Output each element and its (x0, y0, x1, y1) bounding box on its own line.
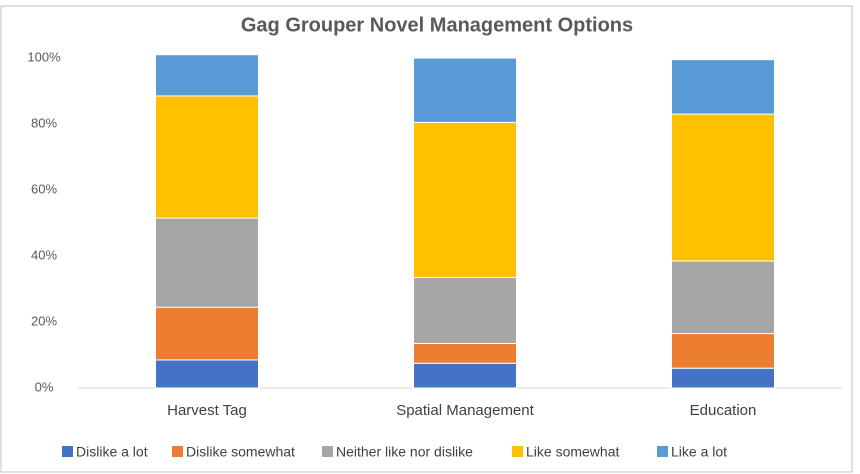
legend-swatch (322, 446, 333, 457)
bar-segment (413, 362, 517, 389)
x-tick-label: Harvest Tag (167, 402, 247, 419)
bar-segment (155, 359, 259, 389)
y-tick-label: 20% (31, 313, 57, 328)
y-tick-label: 0% (35, 379, 54, 394)
legend-label: Dislike a lot (76, 444, 148, 460)
legend-swatch (172, 446, 183, 457)
bar-segment (671, 59, 775, 115)
chart-title: Gag Grouper Novel Management Options (241, 14, 633, 36)
legend-label: Dislike somewhat (186, 444, 295, 460)
bar-segment (671, 367, 775, 389)
y-tick-label: 100% (27, 49, 61, 64)
bar-segment (413, 121, 517, 278)
legend-swatch (512, 446, 523, 457)
legend-label: Neither like nor dislike (336, 444, 473, 460)
bar-segment (155, 54, 259, 97)
bar-segment (671, 333, 775, 369)
bar-segment (155, 95, 259, 219)
bar-segment (671, 260, 775, 335)
bar-segment (413, 342, 517, 364)
legend-swatch (62, 446, 73, 457)
legend-label: Like a lot (671, 444, 727, 460)
legend-label: Like somewhat (526, 444, 619, 460)
legend-swatch (657, 446, 668, 457)
bar-segment (155, 217, 259, 308)
bar-segment (671, 113, 775, 262)
x-tick-label: Education (690, 402, 757, 419)
y-tick-label: 40% (31, 247, 57, 262)
bar-segment (155, 306, 259, 361)
bar-segment (413, 57, 517, 123)
y-tick-label: 80% (31, 115, 57, 130)
y-tick-label: 60% (31, 181, 57, 196)
bar-segment (413, 276, 517, 344)
x-tick-label: Spatial Management (396, 402, 534, 419)
